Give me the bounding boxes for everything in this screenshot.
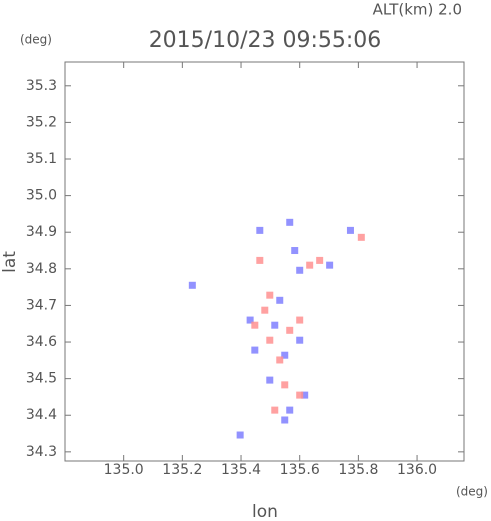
y-tick-label: 35.1 <box>26 151 57 167</box>
x-axis-label: lon <box>252 502 278 521</box>
radar-point <box>301 391 309 399</box>
y-tick-label: 34.8 <box>26 261 57 277</box>
y-tick-label: 34.4 <box>26 407 57 423</box>
chart-title: 2015/10/23 09:55:06 <box>149 28 382 53</box>
y-tick-label: 34.3 <box>26 444 57 460</box>
y-tick-label: 35.0 <box>26 188 57 204</box>
radar-point <box>316 256 324 264</box>
radar-point <box>326 261 334 269</box>
radar-point <box>296 266 304 274</box>
radar-point <box>357 233 365 241</box>
radar-point <box>271 406 279 414</box>
radar-point <box>266 336 274 344</box>
x-tick-label: 135.6 <box>280 462 320 478</box>
radar-point <box>251 346 259 354</box>
radar-point <box>271 321 279 329</box>
radar-point <box>296 316 304 324</box>
radar-point <box>286 406 294 414</box>
radar-point <box>296 391 304 399</box>
x-tick-label: 136.0 <box>397 462 437 478</box>
radar-point <box>276 296 284 304</box>
radar-point <box>286 218 294 226</box>
x-unit: (deg) <box>456 485 488 499</box>
plot-frame <box>64 61 465 462</box>
radar-point <box>251 321 259 329</box>
x-tick-label: 135.2 <box>162 462 202 478</box>
radar-point <box>266 291 274 299</box>
radar-point <box>236 431 244 439</box>
radar-point <box>291 247 299 255</box>
radar-point <box>306 261 314 269</box>
radar-point <box>281 416 289 424</box>
radar-point <box>281 381 289 389</box>
y-tick-label: 34.5 <box>26 371 57 387</box>
radar-point <box>246 316 254 324</box>
x-tick-label: 135.8 <box>338 462 378 478</box>
radar-point <box>261 306 269 314</box>
radar-point <box>296 336 304 344</box>
radar-point <box>276 356 284 364</box>
x-tick-label: 135.0 <box>104 462 144 478</box>
radar-point <box>346 226 354 234</box>
y-tick-label: 35.3 <box>26 78 57 94</box>
y-tick-label: 34.7 <box>26 297 57 313</box>
altitude-label: ALT(km) 2.0 <box>373 1 462 19</box>
y-tick-label: 35.2 <box>26 114 57 130</box>
x-tick-label: 135.4 <box>221 462 261 478</box>
radar-point <box>286 326 294 334</box>
radar-point <box>256 256 264 264</box>
y-axis-label: lat <box>0 251 20 273</box>
y-tick-label: 34.9 <box>26 224 57 240</box>
radar-point <box>188 281 196 289</box>
y-unit: (deg) <box>20 33 52 47</box>
radar-point <box>266 376 274 384</box>
y-tick-label: 34.6 <box>26 334 57 350</box>
radar-point <box>281 351 289 359</box>
radar-point <box>256 226 264 234</box>
